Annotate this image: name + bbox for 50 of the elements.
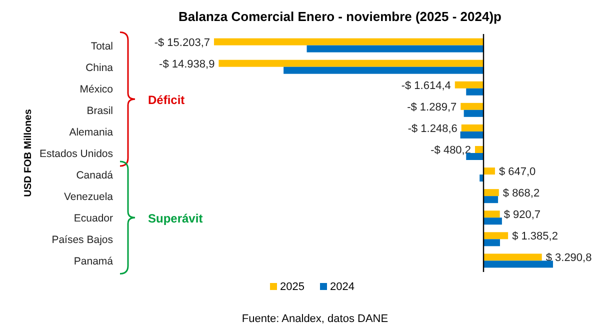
bar — [484, 196, 498, 204]
legend-label: 2024 — [330, 281, 354, 293]
bar — [484, 232, 508, 240]
bar — [484, 218, 502, 225]
y-tick-label: China — [86, 62, 114, 74]
bar — [284, 66, 484, 74]
y-tick-label: Canadá — [76, 170, 114, 182]
bar — [461, 124, 484, 132]
bar — [454, 81, 484, 88]
legend-label: 2025 — [280, 281, 304, 293]
data-label: -$ 14.938,9 — [159, 58, 215, 70]
y-tick-label: Panamá — [74, 256, 114, 268]
y-tick-label: Alemania — [69, 126, 114, 138]
bar — [475, 146, 484, 153]
y-tick-label: Total — [90, 40, 113, 52]
bar — [484, 239, 500, 246]
bar — [480, 174, 484, 182]
y-axis-title: USD FOB Millones — [23, 108, 34, 197]
source-note: Fuente: Analdex, datos DANE — [242, 313, 388, 325]
bar — [306, 45, 484, 52]
y-tick-label: Países Bajos — [52, 234, 113, 246]
text: Déficit — [148, 93, 185, 108]
data-label: -$ 480,2 — [430, 144, 471, 156]
y-tick-label: Brasil — [86, 104, 113, 117]
chart-title: Balanza Comercial Enero - noviembre (2025 - 2024)p — [178, 9, 502, 24]
bar — [484, 210, 500, 218]
bar — [218, 60, 484, 67]
bar — [466, 153, 484, 160]
data-label: -$ 15.203,7 — [154, 36, 210, 49]
bar — [484, 260, 553, 268]
data-label: -$ 1.614,4 — [401, 80, 451, 92]
text: Superávit — [148, 212, 203, 226]
y-tick-label: México — [80, 83, 114, 96]
y-tick-label: Estados Unidos — [39, 148, 113, 160]
data-label: $ 1.385,2 — [512, 230, 558, 243]
data-label: $ 868,2 — [502, 188, 540, 200]
bar — [464, 110, 484, 117]
data-label: $ 647,0 — [498, 166, 536, 178]
y-tick-label: Venezuela — [64, 191, 114, 204]
y-tick-label: Ecuador — [74, 212, 114, 225]
bar — [484, 189, 499, 196]
bar — [484, 254, 542, 261]
bar — [214, 38, 484, 46]
bar — [460, 102, 484, 110]
bar — [484, 168, 495, 175]
bar — [460, 131, 484, 138]
data-label: $ 920,7 — [504, 209, 541, 222]
data-label: -$ 1.289,7 — [407, 101, 457, 114]
data-label: -$ 1.248,6 — [408, 122, 458, 135]
bar — [466, 88, 484, 96]
